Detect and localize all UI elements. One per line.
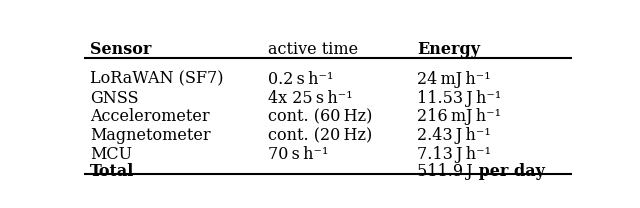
Text: 511.9 J: 511.9 J bbox=[417, 162, 473, 180]
Text: 0.2 s h⁻¹: 0.2 s h⁻¹ bbox=[269, 71, 334, 88]
Text: GNSS: GNSS bbox=[90, 89, 138, 106]
Text: 70 s h⁻¹: 70 s h⁻¹ bbox=[269, 146, 329, 163]
Text: Accelerometer: Accelerometer bbox=[90, 108, 209, 125]
Text: Sensor: Sensor bbox=[90, 41, 151, 58]
Text: 2.43 J h⁻¹: 2.43 J h⁻¹ bbox=[417, 127, 491, 144]
Text: 4x 25 s h⁻¹: 4x 25 s h⁻¹ bbox=[269, 89, 353, 106]
Text: Total: Total bbox=[90, 162, 134, 180]
Text: per day: per day bbox=[473, 162, 545, 180]
Text: cont. (60 Hz): cont. (60 Hz) bbox=[269, 108, 373, 125]
Text: MCU: MCU bbox=[90, 146, 132, 163]
Text: 216 mJ h⁻¹: 216 mJ h⁻¹ bbox=[417, 108, 501, 125]
Text: cont. (20 Hz): cont. (20 Hz) bbox=[269, 127, 372, 144]
Text: Magnetometer: Magnetometer bbox=[90, 127, 211, 144]
Text: Energy: Energy bbox=[417, 41, 480, 58]
Text: active time: active time bbox=[269, 41, 358, 58]
Text: 24 mJ h⁻¹: 24 mJ h⁻¹ bbox=[417, 71, 491, 88]
Text: 7.13 J h⁻¹: 7.13 J h⁻¹ bbox=[417, 146, 492, 163]
Text: 11.53 J h⁻¹: 11.53 J h⁻¹ bbox=[417, 89, 502, 106]
Text: LoRaWAN (SF7): LoRaWAN (SF7) bbox=[90, 71, 223, 88]
